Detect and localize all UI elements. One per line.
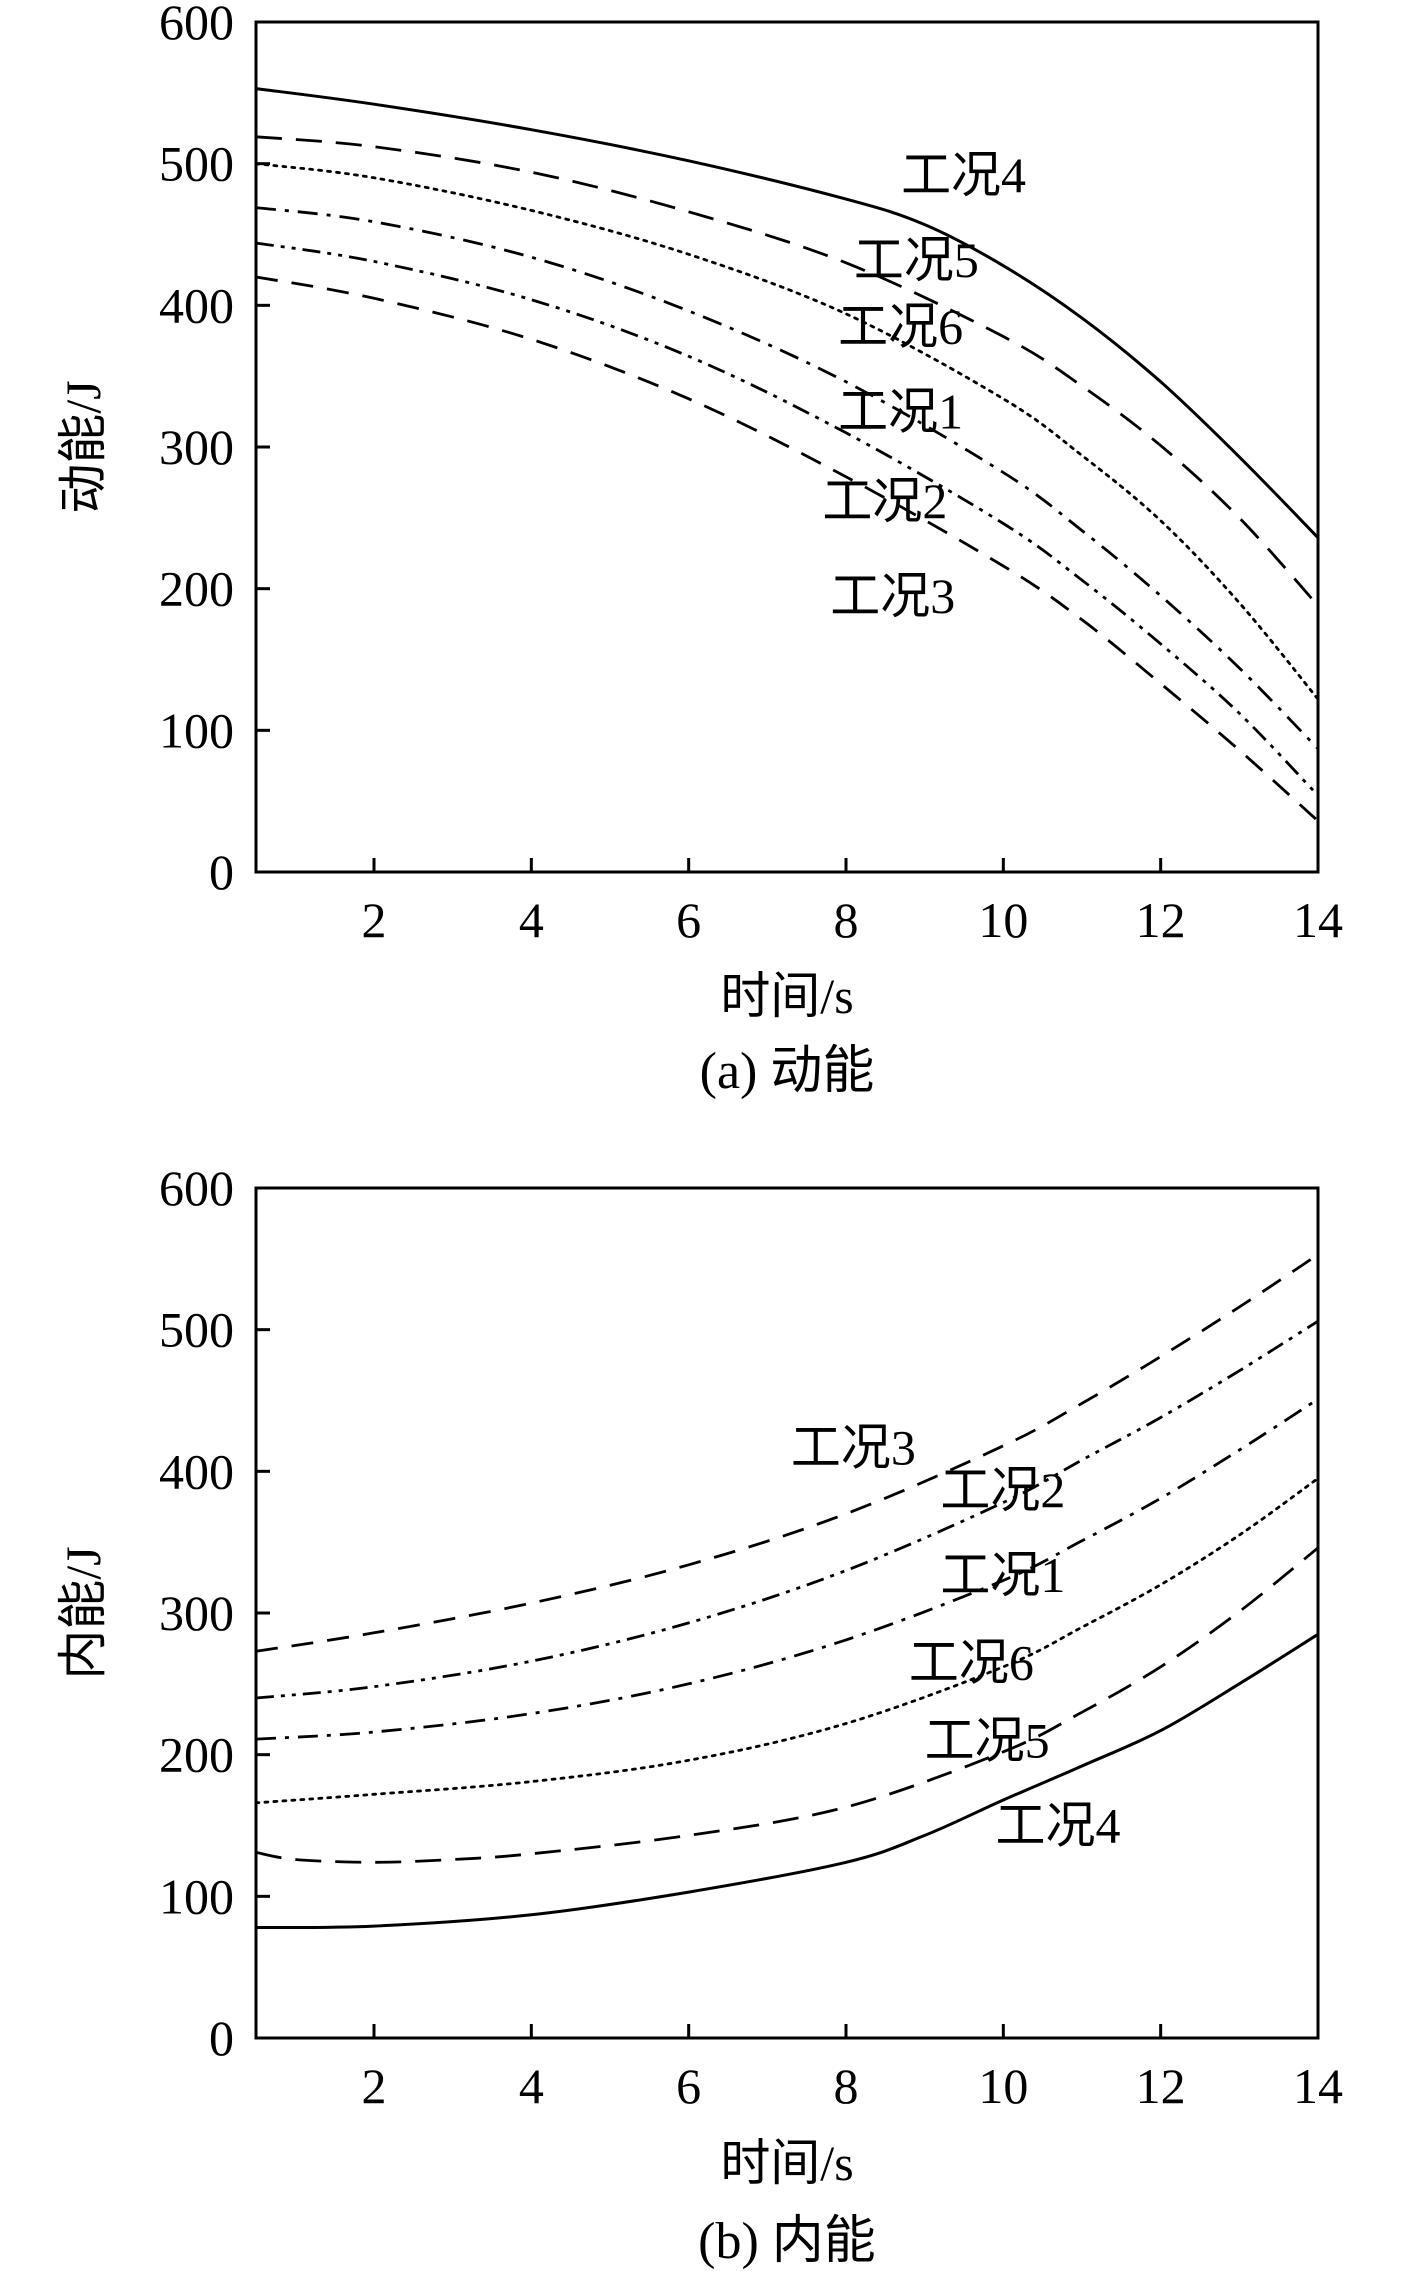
- curve-label: 工况5: [925, 1713, 1050, 1769]
- x-tick-label: 8: [834, 892, 859, 948]
- x-tick-label: 10: [978, 2058, 1028, 2114]
- y-tick-label: 200: [159, 1727, 234, 1783]
- y-tick-label: 100: [159, 1868, 234, 1924]
- x-axis-title: 时间/s: [720, 968, 853, 1024]
- curve-labels: 工况4 工况5 工况6 工况1 工况2 工况3: [822, 147, 1026, 624]
- series-line: [254, 162, 1320, 701]
- y-axis-title: 内能/J: [55, 1546, 111, 1679]
- series-line: [255, 1253, 1319, 1653]
- y-tick-label: 600: [159, 1160, 234, 1216]
- curve-labels: 工况3 工况2 工况1 工况6 工况5 工况4: [791, 1419, 1121, 1853]
- x-tick-label: 14: [1293, 2058, 1343, 2114]
- x-tick-label: 12: [1136, 892, 1186, 948]
- x-tick-label: 10: [978, 892, 1028, 948]
- x-tick-label: 4: [519, 2058, 544, 2114]
- y-tick-label: 600: [159, 0, 234, 50]
- panel-caption: (a) 动能: [700, 1043, 875, 1100]
- curve-label: 工况2: [822, 473, 947, 529]
- plot-frame: [254, 1186, 1320, 2040]
- y-tick-label: 0: [209, 2010, 234, 2066]
- series-line: [255, 1320, 1319, 1700]
- curve-label: 工况2: [940, 1462, 1065, 1518]
- curve-label: 工况6: [838, 299, 963, 355]
- ticks-layer: 2 4 6 8 10 12 14 0 100 200 300 400 500 600: [159, 1160, 1343, 2114]
- ticks-layer: 2 4 6 8 10 12 14 0 100 200 300 400 500 600: [159, 0, 1343, 948]
- series-line: [255, 241, 1320, 797]
- series-line: [254, 1477, 1320, 1805]
- x-tick-label: 6: [676, 892, 701, 948]
- curve-label: 工况6: [909, 1635, 1034, 1691]
- series-line: [255, 275, 1319, 823]
- y-tick-label: 100: [159, 702, 234, 758]
- panel-caption: (b) 内能: [698, 2213, 876, 2270]
- y-axis-title: 动能/J: [55, 380, 111, 513]
- y-tick-label: 400: [159, 277, 234, 333]
- series-line: [255, 1633, 1319, 1930]
- x-tick-label: 14: [1293, 892, 1343, 948]
- series-line: [255, 135, 1320, 607]
- curve-label: 工况1: [838, 384, 963, 440]
- x-tick-label: 2: [362, 2058, 387, 2114]
- x-tick-label: 4: [519, 892, 544, 948]
- y-tick-label: 500: [159, 1302, 234, 1358]
- curve-label: 工况3: [830, 568, 955, 624]
- x-tick-label: 8: [834, 2058, 859, 2114]
- y-tick-label: 500: [159, 136, 234, 192]
- curve-label: 工况4: [995, 1798, 1120, 1854]
- series-line: [255, 1397, 1319, 1741]
- x-axis-title: 时间/s: [720, 2135, 853, 2191]
- series-line: [255, 206, 1320, 750]
- x-tick-label: 12: [1136, 2058, 1186, 2114]
- y-tick-label: 200: [159, 561, 234, 617]
- curve-label: 工况1: [940, 1547, 1065, 1603]
- curve-label: 工况4: [901, 147, 1026, 203]
- y-tick-label: 0: [209, 844, 234, 900]
- series-layer: [254, 87, 1320, 823]
- x-tick-label: 2: [362, 892, 387, 948]
- curve-label: 工况5: [854, 232, 979, 288]
- series-line: [255, 87, 1320, 539]
- series-line: [255, 1546, 1319, 1864]
- y-tick-label: 400: [159, 1443, 234, 1499]
- x-tick-label: 6: [676, 2058, 701, 2114]
- series-layer: [254, 1253, 1320, 1930]
- y-tick-label: 300: [159, 1585, 234, 1641]
- y-tick-label: 300: [159, 419, 234, 475]
- curve-label: 工况3: [791, 1419, 916, 1475]
